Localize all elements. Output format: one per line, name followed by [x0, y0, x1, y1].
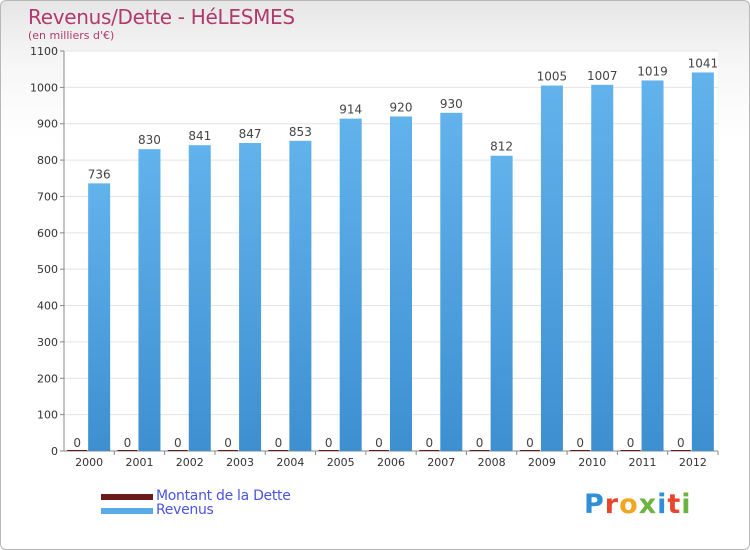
- logo-letter: t: [667, 489, 682, 520]
- revenue-value-label: 736: [88, 167, 111, 181]
- debt-bar: [268, 450, 289, 451]
- revenue-bar: [540, 85, 563, 451]
- debt-bar: [218, 450, 239, 451]
- debt-bar: [670, 450, 691, 451]
- logo-letter: o: [619, 489, 639, 520]
- y-tick-label: 100: [37, 409, 58, 422]
- y-tick-label: 900: [37, 118, 58, 131]
- y-tick-label: 1100: [30, 45, 58, 58]
- x-tick-label: 2007: [427, 456, 455, 469]
- logo-letter: P: [584, 489, 605, 520]
- debt-bar: [620, 450, 641, 451]
- debt-value-label: 0: [275, 436, 283, 450]
- x-tick-label: 2001: [125, 456, 153, 469]
- logo-letter: i: [681, 489, 692, 520]
- y-tick-label: 1000: [30, 81, 58, 94]
- debt-bar: [369, 450, 389, 451]
- y-tick-label: 400: [37, 300, 58, 313]
- debt-bar: [318, 450, 339, 451]
- revenue-value-label: 930: [440, 97, 463, 111]
- revenue-bar: [641, 80, 664, 452]
- debt-value-label: 0: [174, 436, 182, 450]
- debt-value-label: 0: [375, 436, 383, 450]
- y-tick-label: 500: [37, 263, 58, 276]
- chart-subtitle: (en milliers d'€): [28, 29, 115, 42]
- revenue-bar: [339, 118, 362, 452]
- revenue-bar: [88, 183, 111, 451]
- y-tick-label: 300: [37, 336, 58, 349]
- revenue-value-label: 1007: [587, 69, 618, 83]
- debt-value-label: 0: [677, 436, 685, 450]
- legend-swatch-revenue: [101, 508, 153, 514]
- logo-letter: r: [604, 489, 620, 520]
- x-tick-label: 2012: [679, 456, 707, 469]
- legend-label-debt: Montant de la Dette: [156, 488, 291, 504]
- revenue-value-label: 847: [239, 127, 262, 141]
- revenue-bar: [591, 84, 614, 452]
- revenue-bar: [390, 116, 412, 452]
- x-tick-label: 2002: [176, 456, 204, 469]
- x-tick-label: 2000: [75, 456, 103, 469]
- legend-swatch-debt: [101, 494, 153, 500]
- x-tick-label: 2006: [377, 456, 405, 469]
- revenue-value-label: 1041: [688, 56, 719, 70]
- revenue-bar: [289, 140, 312, 451]
- debt-value-label: 0: [576, 436, 584, 450]
- y-tick-label: 600: [37, 227, 58, 240]
- logo-letter: x: [638, 489, 658, 520]
- debt-value-label: 0: [224, 436, 232, 450]
- revenue-bar: [440, 112, 463, 452]
- x-tick-label: 2009: [528, 456, 556, 469]
- revenue-bar: [490, 155, 513, 451]
- y-tick-label: 0: [51, 445, 58, 458]
- x-tick-label: 2008: [478, 456, 506, 469]
- y-tick-label: 200: [37, 372, 58, 385]
- revenue-bar: [691, 72, 714, 452]
- revenue-value-label: 1019: [637, 64, 668, 78]
- debt-bar: [419, 450, 440, 451]
- logo-letter: i: [657, 489, 668, 520]
- debt-bar: [519, 450, 540, 451]
- debt-bar: [469, 450, 490, 451]
- revenue-value-label: 914: [339, 103, 362, 117]
- debt-value-label: 0: [124, 436, 132, 450]
- x-tick-label: 2010: [578, 456, 606, 469]
- x-tick-label: 2004: [276, 456, 304, 469]
- y-tick-label: 700: [37, 190, 58, 203]
- y-tick-label: 800: [37, 154, 58, 167]
- x-tick-label: 2003: [226, 456, 254, 469]
- debt-value-label: 0: [325, 436, 333, 450]
- debt-bar: [117, 450, 138, 451]
- revenue-bar: [138, 149, 161, 451]
- revenue-value-label: 841: [188, 129, 211, 143]
- revenue-bar: [239, 143, 262, 451]
- legend-label-revenue: Revenus: [156, 502, 214, 518]
- debt-value-label: 0: [476, 436, 484, 450]
- x-tick-label: 2011: [629, 456, 657, 469]
- debt-value-label: 0: [425, 436, 433, 450]
- revenue-value-label: 920: [390, 100, 413, 114]
- debt-value-label: 0: [627, 436, 635, 450]
- debt-bar: [167, 450, 188, 451]
- revenue-value-label: 830: [138, 133, 161, 147]
- revenue-value-label: 853: [289, 125, 312, 139]
- chart-title: Revenus/Dette - HéLESMES: [28, 5, 295, 29]
- debt-value-label: 0: [526, 436, 534, 450]
- revenue-value-label: 812: [490, 140, 513, 154]
- debt-bar: [67, 450, 88, 451]
- debt-value-label: 0: [73, 436, 81, 450]
- proxiti-logo: Proxiti: [584, 489, 692, 520]
- debt-bar: [570, 450, 591, 451]
- revenue-value-label: 1005: [537, 70, 568, 84]
- revenue-bar: [188, 145, 211, 451]
- x-tick-label: 2005: [327, 456, 355, 469]
